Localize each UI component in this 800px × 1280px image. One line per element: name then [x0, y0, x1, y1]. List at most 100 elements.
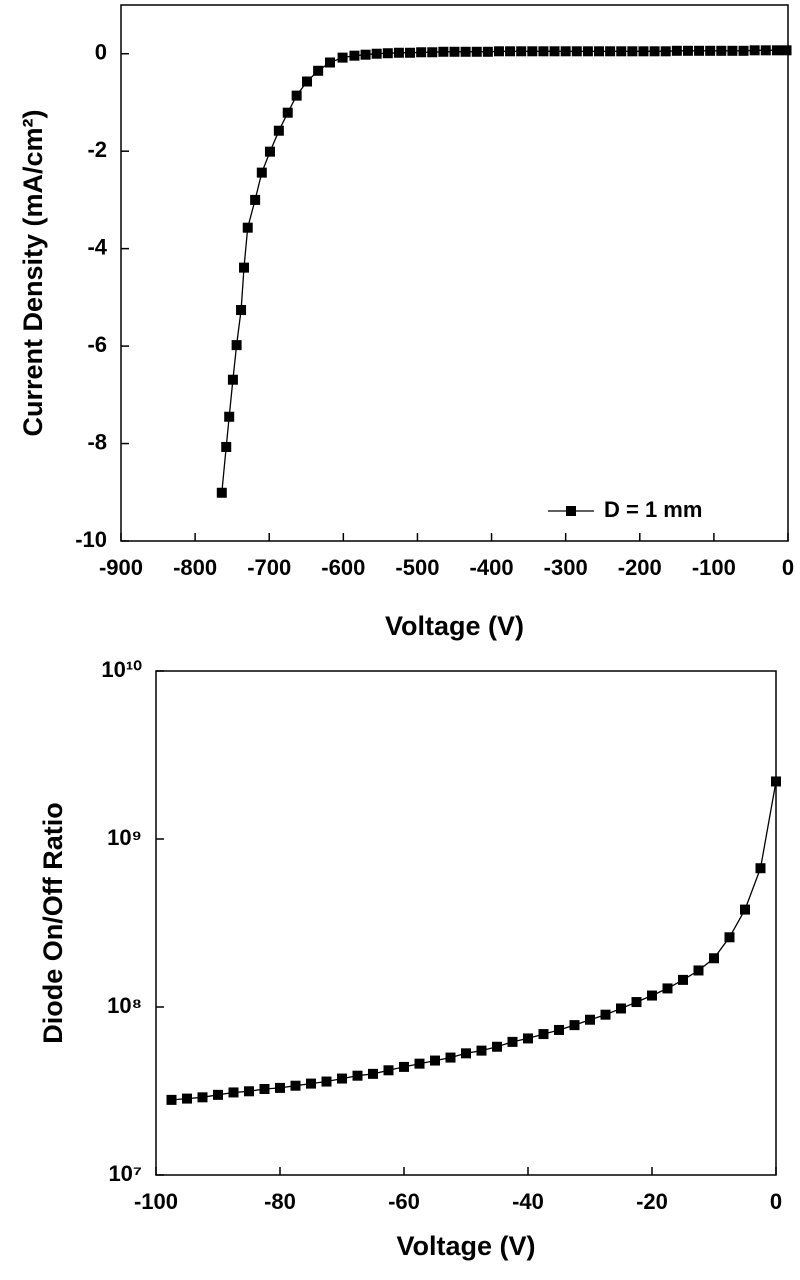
data-point — [740, 904, 750, 915]
data-point — [460, 46, 471, 57]
data-point — [427, 47, 438, 58]
data-point — [445, 1052, 456, 1063]
data-point — [649, 46, 660, 57]
y-tick-label: -8 — [87, 429, 107, 454]
data-point — [213, 1089, 223, 1100]
data-point — [416, 47, 427, 58]
data-point — [368, 1068, 378, 1079]
x-tick-label: -600 — [321, 555, 365, 580]
data-point — [216, 487, 227, 498]
data-point — [538, 1029, 549, 1040]
data-point — [771, 776, 781, 787]
plot-frame — [155, 670, 777, 1176]
data-point — [360, 49, 371, 60]
data-point — [476, 1045, 487, 1056]
y-tick-label: 10⁹ — [107, 825, 142, 850]
data-point — [724, 932, 735, 943]
data-point — [755, 863, 766, 874]
data-point — [471, 46, 482, 57]
data-point — [337, 52, 348, 63]
data-point — [449, 46, 460, 57]
y-tick-label: -4 — [87, 234, 107, 259]
data-point — [399, 1061, 409, 1072]
x-axis-title: Voltage (V) — [385, 611, 524, 641]
data-point — [430, 1055, 440, 1066]
data-point — [569, 1020, 580, 1031]
data-point — [538, 46, 549, 57]
x-tick-label: 0 — [770, 1189, 782, 1214]
data-point — [560, 46, 571, 57]
data-point — [727, 45, 738, 56]
data-point — [259, 1084, 270, 1095]
data-point — [600, 1009, 611, 1020]
x-tick-label: -60 — [388, 1189, 420, 1214]
data-point — [781, 45, 792, 56]
data-point — [582, 46, 593, 57]
data-point — [405, 47, 416, 58]
y-axis-title: Current Density (mA/cm²) — [18, 109, 48, 436]
data-point — [313, 65, 324, 76]
data-point — [291, 90, 302, 101]
data-point — [166, 1094, 177, 1105]
data-point — [493, 46, 504, 57]
data-point — [324, 57, 335, 68]
y-tick-label: 10⁷ — [108, 1161, 142, 1186]
data-point — [616, 46, 627, 57]
data-point — [682, 45, 693, 56]
data-point — [482, 46, 493, 57]
y-tick-label: 10⁸ — [107, 993, 142, 1018]
x-tick-label: -200 — [618, 555, 662, 580]
x-tick-label: -300 — [544, 555, 588, 580]
data-point — [523, 1033, 533, 1044]
data-point — [337, 1073, 347, 1084]
data-point — [273, 125, 284, 136]
data-point — [749, 45, 760, 56]
y-tick-label: -2 — [87, 137, 107, 162]
data-point — [616, 1003, 626, 1014]
data-point — [507, 1036, 518, 1047]
plot-frame — [120, 4, 789, 542]
y-tick-label: 10¹⁰ — [101, 657, 142, 682]
x-tick-label: -900 — [99, 555, 143, 580]
data-point — [505, 46, 516, 57]
data-point — [709, 953, 719, 964]
y-axis-title: Diode On/Off Ratio — [38, 802, 68, 1043]
legend-label: D = 1 mm — [604, 497, 702, 522]
data-point — [694, 45, 705, 56]
data-point — [771, 45, 782, 56]
data-line — [221, 49, 787, 493]
x-tick-label: 0 — [782, 555, 794, 580]
data-point — [678, 974, 688, 985]
data-point — [627, 46, 638, 57]
data-point — [738, 45, 749, 56]
data-point — [554, 1024, 564, 1035]
data-point — [662, 983, 673, 994]
x-tick-label: -100 — [134, 1189, 178, 1214]
data-point — [760, 45, 771, 56]
data-point — [197, 1092, 208, 1103]
data-point — [549, 46, 560, 57]
data-point — [239, 262, 250, 273]
data-point — [414, 1058, 425, 1069]
y-tick-label: -10 — [75, 527, 107, 552]
y-tick-label: 0 — [95, 40, 107, 65]
data-point — [705, 45, 716, 56]
data-point — [290, 1080, 301, 1091]
data-point — [352, 1070, 363, 1081]
data-point — [492, 1041, 502, 1052]
data-point — [321, 1076, 332, 1087]
data-point — [250, 194, 261, 205]
data-point — [585, 1014, 595, 1025]
data-point — [461, 1048, 471, 1059]
x-tick-label: -20 — [636, 1189, 668, 1214]
data-point — [371, 48, 382, 59]
x-tick-label: -700 — [247, 555, 291, 580]
data-point — [383, 1065, 394, 1076]
data-point — [693, 965, 704, 976]
data-point — [236, 305, 247, 316]
y-tick-label: -6 — [87, 332, 107, 357]
data-point — [349, 50, 360, 61]
data-point — [182, 1093, 192, 1104]
data-point — [631, 997, 642, 1008]
